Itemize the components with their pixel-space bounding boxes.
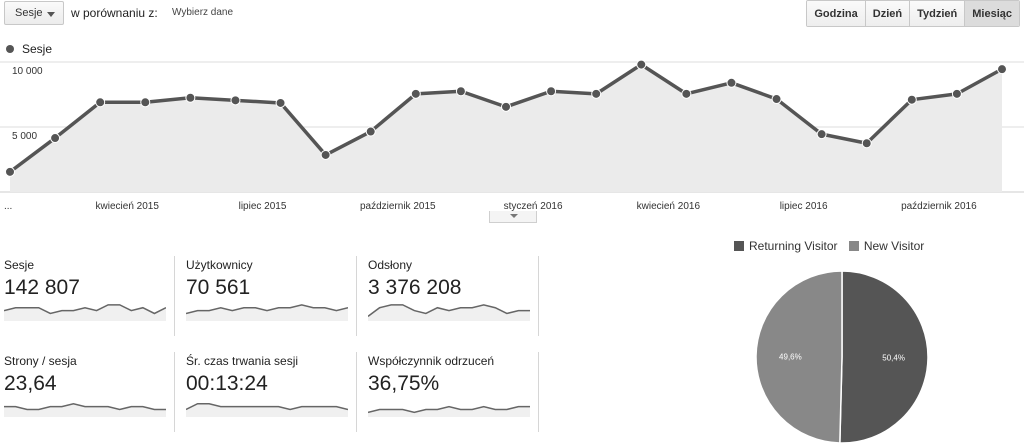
pie-slice xyxy=(755,270,843,444)
data-point xyxy=(771,94,782,105)
kpi-sparkline xyxy=(368,405,530,417)
pie-slice xyxy=(839,270,929,444)
kpi-sparkline xyxy=(186,304,348,321)
data-point xyxy=(320,149,331,160)
x-tick-label: lipiec 2015 xyxy=(239,201,287,212)
kpi-pages-per-session[interactable]: Strony / sesja 23,64 xyxy=(0,352,175,432)
kpi-pageviews[interactable]: Odsłony 3 376 208 xyxy=(364,256,539,336)
sessions-line-chart: 10 000 5 000... kwiecień 2015 lipiec 2015 pa… xyxy=(0,59,1024,212)
kpi-value: 142 807 xyxy=(4,276,80,299)
metric-select[interactable]: Sesje xyxy=(4,1,64,25)
period-week-button[interactable]: Tydzień xyxy=(910,1,966,26)
kpi-bounce-rate[interactable]: Współczynnik odrzuceń 36,75% xyxy=(364,352,539,432)
x-tick-label: październik 2015 xyxy=(360,201,436,212)
x-tick-label: styczeń 2016 xyxy=(504,201,563,212)
data-point xyxy=(185,92,196,103)
kpi-label: Śr. czas trwania sesji xyxy=(186,354,299,368)
toolbar: Sesje w porównaniu z: Wybierz dane Godzi… xyxy=(0,0,1024,28)
legend-swatch xyxy=(848,241,859,251)
visitor-type-pie-chart: 50,4% 49,6% xyxy=(755,270,929,444)
data-point xyxy=(140,97,151,108)
data-point xyxy=(861,138,872,149)
kpi-value: 36,75% xyxy=(368,372,440,395)
data-point xyxy=(681,88,692,99)
x-tick-label: kwiecień 2015 xyxy=(96,201,160,212)
legend-label: Returning Visitor xyxy=(749,239,838,253)
data-point xyxy=(501,101,511,112)
kpi-label: Użytkownicy xyxy=(186,258,253,272)
legend-item-new[interactable]: New Visitor xyxy=(848,239,925,253)
kpi-sessions[interactable]: Sesje 142 807 xyxy=(0,256,175,336)
data-point xyxy=(997,64,1007,75)
sparkline-line xyxy=(4,402,166,411)
x-tick-label: kwiecień 2016 xyxy=(637,201,701,212)
triangle-down-icon xyxy=(510,214,518,218)
y-tick-label: 10 000 xyxy=(12,66,43,77)
data-point xyxy=(410,88,421,99)
data-point xyxy=(365,126,376,137)
kpi-label: Współczynnik odrzuceń xyxy=(368,354,495,368)
data-point xyxy=(726,77,737,88)
legend-label: New Visitor xyxy=(863,239,925,253)
period-month-button[interactable]: Miesiąc xyxy=(965,1,1019,26)
compare-label: w porównaniu z: xyxy=(71,6,158,20)
x-tick-label: lipiec 2016 xyxy=(780,201,828,212)
chevron-down-icon xyxy=(47,12,55,17)
data-point xyxy=(230,95,241,106)
kpi-value: 3 376 208 xyxy=(368,276,462,299)
chart-legend: Sesje xyxy=(6,42,52,56)
data-point xyxy=(816,129,827,140)
kpi-avg-session-duration[interactable]: Śr. czas trwania sesji 00:13:24 xyxy=(182,352,357,432)
pie-slice-label: 49,6% xyxy=(779,352,802,361)
sparkline-area xyxy=(4,403,166,417)
data-point xyxy=(951,88,962,99)
kpi-label: Strony / sesja xyxy=(4,354,77,368)
sparkline-line xyxy=(368,304,530,317)
data-point xyxy=(95,97,106,108)
period-hour-button[interactable]: Godzina xyxy=(807,1,866,26)
legend-swatch xyxy=(734,241,744,251)
kpi-value: 00:13:24 xyxy=(186,372,268,395)
kpi-users[interactable]: Użytkownicy 70 561 xyxy=(182,256,357,336)
data-point xyxy=(275,97,286,108)
data-point xyxy=(546,86,557,97)
data-point xyxy=(5,166,15,177)
legend-series-label: Sesje xyxy=(22,42,53,56)
sparkline-line xyxy=(4,304,166,315)
data-point xyxy=(906,94,917,105)
kpi-sparkline xyxy=(368,304,530,321)
series-area xyxy=(10,64,1002,192)
y-tick-label: 5 000 xyxy=(12,131,37,142)
sparkline-line xyxy=(368,405,530,414)
kpi-value: 23,64 xyxy=(4,372,57,395)
legend-item-returning[interactable]: Returning Visitor xyxy=(734,239,838,253)
legend-dot-icon xyxy=(6,45,14,53)
sparkline-area xyxy=(4,304,166,321)
sparkline-line xyxy=(186,402,348,411)
kpi-label: Odsłony xyxy=(368,258,413,272)
kpi-sparkline xyxy=(186,402,348,417)
data-point xyxy=(636,59,647,70)
sparkline-area xyxy=(186,403,348,417)
x-tick-label: październik 2016 xyxy=(901,201,977,212)
period-day-button[interactable]: Dzień xyxy=(865,1,911,26)
collapse-chart-toggle[interactable] xyxy=(489,211,537,223)
x-tick-label: ... xyxy=(4,201,12,212)
data-point xyxy=(50,133,61,144)
kpi-sparkline xyxy=(4,402,166,417)
data-point xyxy=(591,88,602,99)
kpi-value: 70 561 xyxy=(186,276,251,299)
sparkline-area xyxy=(368,304,530,321)
pie-legend: Returning Visitor New Visitor xyxy=(734,239,932,253)
compare-link[interactable]: Wybierz dane xyxy=(172,7,234,18)
period-toggle: Godzina Dzień Tydzień Miesiąc xyxy=(806,0,1020,27)
sparkline-area xyxy=(368,406,530,417)
kpi-sparkline xyxy=(4,304,166,321)
pie-slice-label: 50,4% xyxy=(882,354,905,363)
kpi-label: Sesje xyxy=(4,258,35,272)
metric-select-label: Sesje xyxy=(15,7,43,19)
sparkline-line xyxy=(186,304,348,315)
sparkline-area xyxy=(186,304,348,321)
data-point xyxy=(455,86,466,97)
